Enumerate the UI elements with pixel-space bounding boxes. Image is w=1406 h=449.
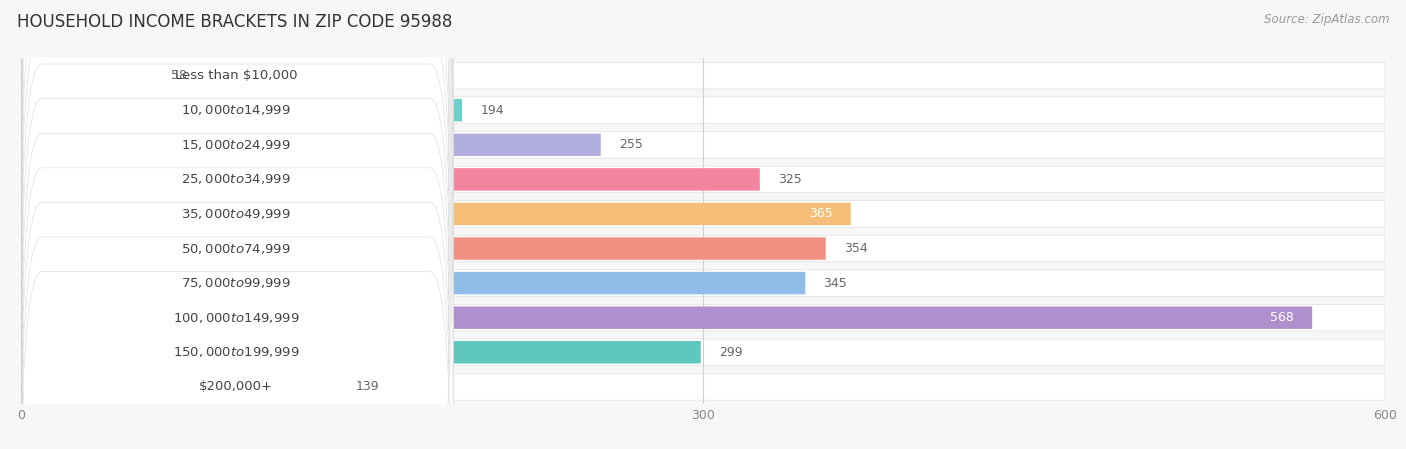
Text: 568: 568 [1270, 311, 1294, 324]
FancyBboxPatch shape [21, 166, 1385, 193]
FancyBboxPatch shape [21, 270, 1385, 296]
FancyBboxPatch shape [18, 0, 453, 445]
Text: $200,000+: $200,000+ [198, 380, 273, 393]
FancyBboxPatch shape [21, 304, 1385, 331]
Text: 299: 299 [718, 346, 742, 359]
Text: 58: 58 [172, 69, 187, 82]
FancyBboxPatch shape [21, 62, 1385, 89]
FancyBboxPatch shape [21, 201, 1385, 227]
Text: $35,000 to $49,999: $35,000 to $49,999 [181, 207, 291, 221]
FancyBboxPatch shape [18, 122, 453, 449]
FancyBboxPatch shape [18, 156, 453, 449]
FancyBboxPatch shape [18, 0, 453, 341]
FancyBboxPatch shape [21, 375, 337, 398]
Text: 365: 365 [808, 207, 832, 220]
FancyBboxPatch shape [21, 306, 1312, 329]
Text: 139: 139 [356, 380, 378, 393]
FancyBboxPatch shape [21, 202, 851, 225]
FancyBboxPatch shape [21, 339, 1385, 365]
Text: 354: 354 [844, 242, 868, 255]
FancyBboxPatch shape [18, 18, 453, 449]
Text: $75,000 to $99,999: $75,000 to $99,999 [181, 276, 291, 290]
FancyBboxPatch shape [21, 64, 153, 87]
FancyBboxPatch shape [21, 235, 1385, 262]
FancyBboxPatch shape [21, 133, 600, 156]
FancyBboxPatch shape [18, 0, 453, 375]
FancyBboxPatch shape [21, 272, 806, 295]
Text: $150,000 to $199,999: $150,000 to $199,999 [173, 345, 299, 359]
FancyBboxPatch shape [21, 132, 1385, 158]
Text: $15,000 to $24,999: $15,000 to $24,999 [181, 138, 291, 152]
FancyBboxPatch shape [18, 87, 453, 449]
Text: $100,000 to $149,999: $100,000 to $149,999 [173, 311, 299, 325]
Text: $25,000 to $34,999: $25,000 to $34,999 [181, 172, 291, 186]
FancyBboxPatch shape [21, 237, 825, 260]
Text: Less than $10,000: Less than $10,000 [174, 69, 297, 82]
FancyBboxPatch shape [18, 0, 453, 410]
FancyBboxPatch shape [21, 341, 700, 364]
Text: 255: 255 [619, 138, 643, 151]
Text: 194: 194 [481, 104, 503, 117]
FancyBboxPatch shape [21, 374, 1385, 400]
FancyBboxPatch shape [18, 53, 453, 449]
FancyBboxPatch shape [21, 99, 463, 122]
Text: 325: 325 [778, 173, 801, 186]
FancyBboxPatch shape [21, 97, 1385, 123]
FancyBboxPatch shape [18, 0, 453, 306]
FancyBboxPatch shape [21, 168, 759, 191]
Text: Source: ZipAtlas.com: Source: ZipAtlas.com [1264, 13, 1389, 26]
Text: $10,000 to $14,999: $10,000 to $14,999 [181, 103, 291, 117]
Text: $50,000 to $74,999: $50,000 to $74,999 [181, 242, 291, 255]
Text: HOUSEHOLD INCOME BRACKETS IN ZIP CODE 95988: HOUSEHOLD INCOME BRACKETS IN ZIP CODE 95… [17, 13, 453, 31]
Text: 345: 345 [824, 277, 848, 290]
